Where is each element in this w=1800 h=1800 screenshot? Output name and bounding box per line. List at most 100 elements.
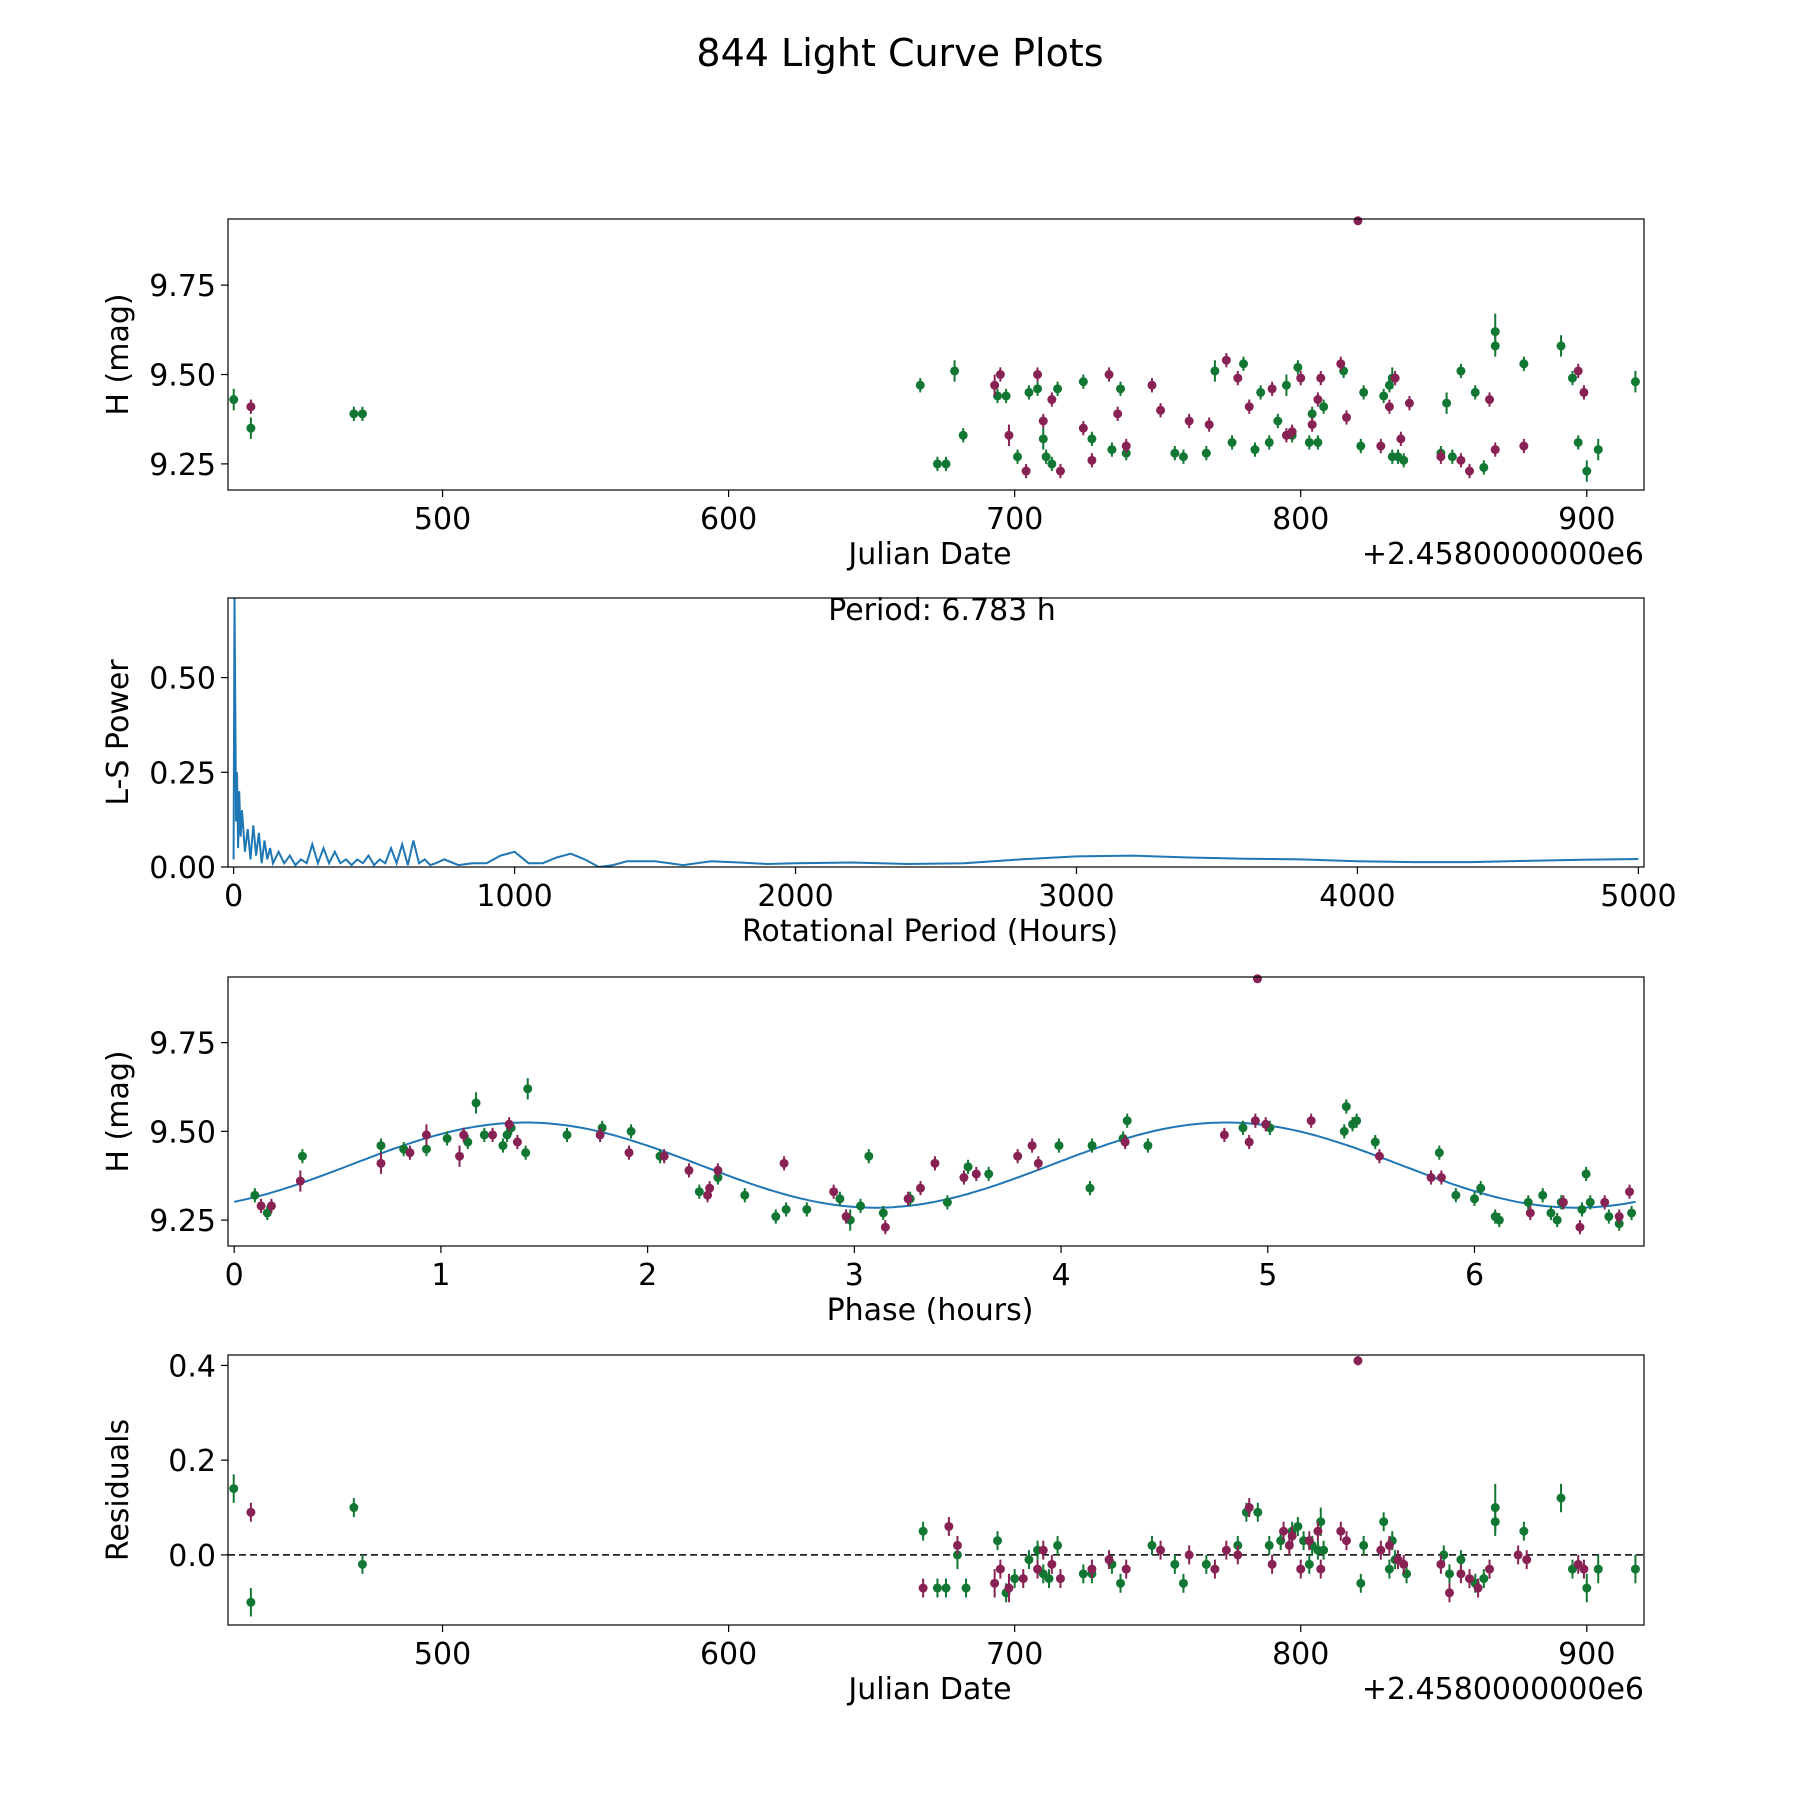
data-point xyxy=(1044,1574,1054,1584)
data-point xyxy=(498,1141,508,1151)
data-point xyxy=(1573,437,1583,447)
data-point xyxy=(1436,1173,1446,1183)
data-point xyxy=(1252,974,1262,984)
x-tick-label: 4 xyxy=(1052,1258,1071,1293)
lightcurve-panel: 500 600 700 800 900 9.25 9.50 9.75 Julian Date H … xyxy=(101,216,1645,572)
y-tick-label: 9.75 xyxy=(149,269,216,304)
data-point xyxy=(1147,380,1157,390)
data-point xyxy=(1267,384,1277,394)
x-axis-label: Julian Date xyxy=(846,537,1011,572)
data-point xyxy=(502,1130,512,1140)
data-point xyxy=(1627,1208,1637,1218)
data-point xyxy=(1264,437,1274,447)
data-point xyxy=(523,1084,533,1094)
data-point xyxy=(1341,1536,1351,1546)
data-point xyxy=(512,1137,522,1147)
x-tick-label: 5 xyxy=(1258,1258,1277,1293)
x-tick-label: 2000 xyxy=(757,879,833,914)
data-point xyxy=(1233,1550,1243,1560)
data-point xyxy=(405,1148,415,1158)
data-point xyxy=(878,1208,888,1218)
y-tick-label: 9.50 xyxy=(149,1115,216,1150)
y-tick-label: 0.50 xyxy=(149,662,216,697)
data-point xyxy=(1256,387,1266,397)
x-axis-label: Julian Date xyxy=(846,1672,1011,1707)
data-point xyxy=(1104,1555,1114,1565)
data-point xyxy=(995,370,1005,380)
data-point xyxy=(1038,434,1048,444)
data-point xyxy=(1567,373,1577,383)
y-tick-label: 9.75 xyxy=(149,1027,216,1062)
data-point xyxy=(1087,1564,1097,1574)
data-point xyxy=(1336,1526,1346,1536)
data-point xyxy=(963,1162,973,1172)
data-point xyxy=(1238,1123,1248,1133)
data-point xyxy=(1120,1137,1130,1147)
residuals-panel: 500 600 700 800 900 0.0 0.2 0.4 Julian Date Resid… xyxy=(101,1349,1645,1707)
data-point xyxy=(1033,370,1043,380)
plot-area xyxy=(232,597,1639,867)
data-point xyxy=(1630,377,1640,387)
figure-title: 844 Light Curve Plots xyxy=(696,31,1103,75)
data-point xyxy=(1341,412,1351,422)
data-point xyxy=(944,1521,954,1531)
data-point xyxy=(1170,1559,1180,1569)
data-point xyxy=(950,366,960,376)
data-point xyxy=(442,1133,452,1143)
data-point xyxy=(1244,1503,1254,1513)
data-point xyxy=(1107,445,1117,455)
x-offset-label: +2.4580000000e6 xyxy=(1362,537,1644,572)
y-axis-label: L-S Power xyxy=(101,659,136,806)
y-axis-label: Residuals xyxy=(101,1419,136,1561)
data-point xyxy=(1522,1555,1532,1565)
data-point xyxy=(1558,1197,1568,1207)
x-tick-label: 3 xyxy=(845,1258,864,1293)
data-point xyxy=(1233,373,1243,383)
data-point xyxy=(930,1158,940,1168)
data-point xyxy=(684,1165,694,1175)
periodogram-panel: Period: 6.783 h 0 1000 2000 3000 4000 5000 0.0… xyxy=(101,593,1677,949)
data-point xyxy=(459,1130,469,1140)
data-point xyxy=(1304,1536,1314,1546)
data-point xyxy=(1001,391,1011,401)
data-point xyxy=(880,1222,890,1232)
data-point xyxy=(1575,1222,1585,1232)
data-point xyxy=(1018,1574,1028,1584)
data-point xyxy=(376,1158,386,1168)
data-point xyxy=(779,1158,789,1168)
data-point xyxy=(1053,384,1063,394)
data-point xyxy=(1264,1540,1274,1550)
data-point xyxy=(1250,445,1260,455)
data-point xyxy=(1447,452,1457,462)
data-point xyxy=(1055,466,1065,476)
data-point xyxy=(841,1212,851,1222)
data-point xyxy=(1319,1545,1329,1555)
data-point xyxy=(246,423,256,433)
data-point xyxy=(1370,1137,1380,1147)
data-point xyxy=(1556,341,1566,351)
data-point xyxy=(1376,441,1386,451)
data-point xyxy=(1494,1215,1504,1225)
data-point xyxy=(1184,416,1194,426)
data-point xyxy=(829,1187,839,1197)
data-point xyxy=(1307,409,1317,419)
data-point xyxy=(659,1151,669,1161)
data-point xyxy=(1078,423,1088,433)
data-point xyxy=(562,1130,572,1140)
data-point xyxy=(624,1148,634,1158)
data-point xyxy=(1479,462,1489,472)
x-tick-label: 900 xyxy=(1558,502,1615,537)
data-point xyxy=(1313,395,1323,405)
data-point xyxy=(1359,387,1369,397)
data-point xyxy=(595,1130,605,1140)
data-point xyxy=(1582,1583,1592,1593)
data-point xyxy=(1339,1126,1349,1136)
data-point xyxy=(455,1151,465,1161)
data-point xyxy=(1359,1540,1369,1550)
data-point xyxy=(1384,1540,1394,1550)
data-point xyxy=(1519,1526,1529,1536)
data-point xyxy=(1304,437,1314,447)
data-point xyxy=(1033,384,1043,394)
data-point xyxy=(1556,1493,1566,1503)
data-point xyxy=(1519,441,1529,451)
